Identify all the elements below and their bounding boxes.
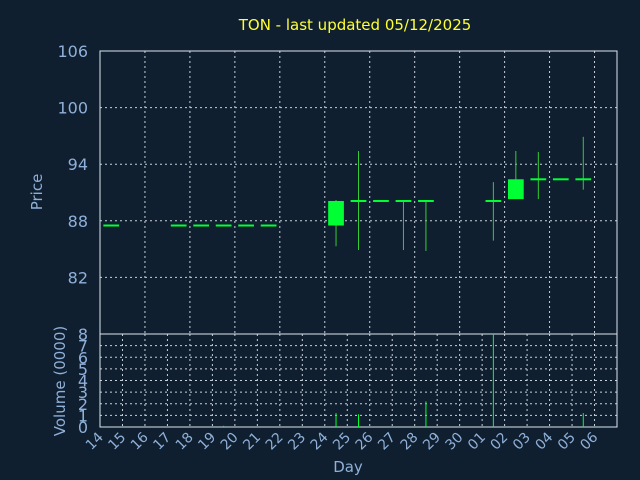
x-tick-label: 02 [488,430,512,454]
x-tick-label: 06 [577,429,601,453]
x-tick-label: 03 [510,430,534,454]
volume-tick-label: 0 [78,418,88,437]
volume-tick-label: 6 [78,348,88,367]
candle-body [215,224,232,227]
volume-tick-label: 8 [78,325,88,344]
candle-body [170,224,187,227]
price-tick-label: 106 [57,42,88,61]
x-tick-label: 18 [173,430,197,454]
candle-body [395,199,412,202]
volume-axis-label: Volume (0000) [51,326,69,436]
volume-tick-label: 5 [78,360,88,379]
x-tick-label: 15 [105,430,129,454]
x-tick-label: 29 [420,430,444,454]
price-axis-label: Price [28,174,46,211]
volume-tick-label: 2 [78,395,88,414]
volume-tick-label: 7 [78,337,88,356]
candle-body [350,199,367,202]
price-tick-label: 100 [57,99,88,118]
x-tick-label: 21 [240,430,264,454]
volume-tick-label: 3 [78,383,88,402]
candle-body [103,224,120,227]
x-tick-label: 30 [443,430,467,454]
x-tick-label: 22 [263,430,287,454]
candle-body [485,199,502,202]
x-tick-label: 27 [375,430,399,454]
candle-body [552,178,569,181]
x-tick-label: 25 [330,430,354,454]
price-panel: 106 100 94 88 82 [57,42,618,335]
candle-body [193,224,210,227]
candle-body [238,224,254,227]
x-tick-label: 04 [532,429,556,453]
volume-tick-label: 1 [78,406,88,425]
price-tick-label: 82 [68,268,88,287]
x-tick-label: 26 [353,429,377,453]
x-tick-label: 24 [308,429,332,453]
candle-body [418,199,434,202]
x-tick-label: 23 [285,430,309,454]
x-tick-label: 05 [555,430,579,454]
x-tick-label: 17 [150,430,174,454]
x-tick-label: 16 [128,429,152,453]
price-tick-label: 88 [68,212,88,231]
candle-body [260,224,277,227]
x-axis-label: Day [333,458,363,476]
candle-body [530,178,547,181]
candle-body [575,178,592,181]
x-tick-label: 01 [465,430,489,454]
x-tick-label: 19 [195,430,219,454]
candle-body [328,200,344,226]
x-axis: 1415161718192021222324252627282930010203… [83,429,601,453]
candle-body [373,199,389,202]
price-tick-label: 94 [68,155,88,174]
x-tick-label: 20 [218,430,242,454]
candle-body [507,179,524,200]
x-tick-label: 28 [398,430,422,454]
volume-tick-label: 4 [78,372,88,391]
chart-title: TON - last updated 05/12/2025 [238,16,472,34]
volume-plot-frame [99,333,618,428]
